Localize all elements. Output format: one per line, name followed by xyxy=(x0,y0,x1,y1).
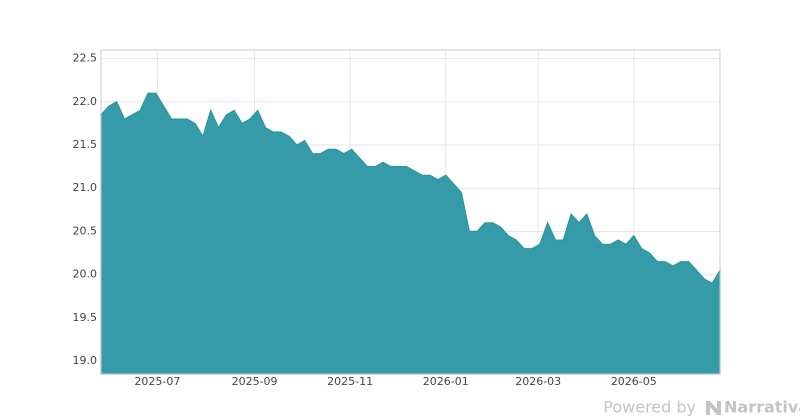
x-tick-label: 2026-01 xyxy=(423,375,469,388)
x-tick-label: 2025-07 xyxy=(134,375,180,388)
footer: Powered by Narrativa xyxy=(603,398,800,417)
x-tick-label: 2026-05 xyxy=(611,375,657,388)
x-tick-label: 2026-03 xyxy=(515,375,561,388)
y-tick-label: 19.5 xyxy=(73,311,98,324)
area xyxy=(100,92,721,375)
x-tick-label: 2025-11 xyxy=(327,375,373,388)
y-tick-label: 21.0 xyxy=(73,181,98,194)
y-tick-label: 22.5 xyxy=(73,52,98,65)
y-tick-label: 20.5 xyxy=(73,224,98,237)
y-tick-label: 19.0 xyxy=(73,354,98,367)
y-tick-label: 21.5 xyxy=(73,138,98,151)
footer-prefix: Powered by xyxy=(603,398,696,417)
y-tick-label: 22.0 xyxy=(73,95,98,108)
brand-logo xyxy=(706,401,721,415)
x-tick-label: 2025-09 xyxy=(232,375,278,388)
footer-brand: Narrativa xyxy=(724,398,800,417)
y-tick-label: 20.0 xyxy=(73,268,98,281)
plot-border xyxy=(100,49,721,375)
